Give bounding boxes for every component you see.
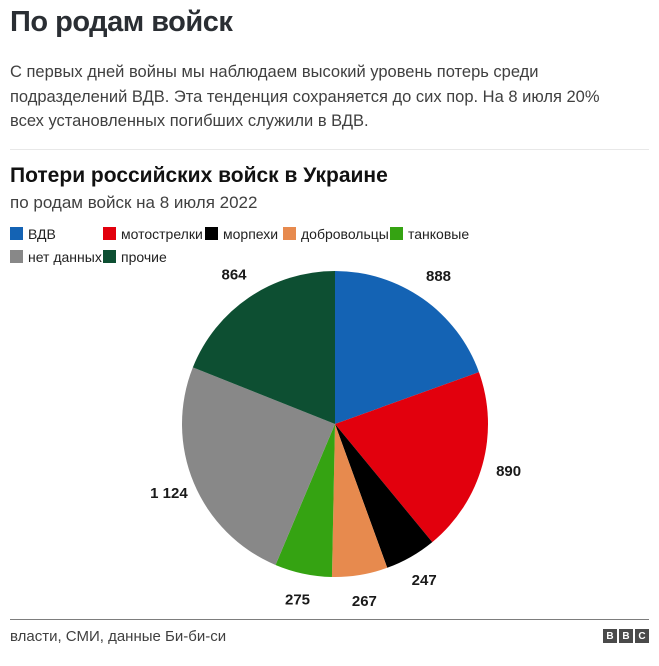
legend-item: морпехи — [205, 226, 283, 242]
legend-swatch-icon — [103, 227, 116, 240]
bbc-logo-letter: B — [619, 629, 633, 643]
pie-chart: 888 890 247 267 275 1 124 864 — [150, 266, 521, 610]
legend-label: мотострелки — [121, 225, 203, 242]
slice-value-label: 890 — [496, 463, 521, 480]
source-text: власти, СМИ, данные Би-би-си — [10, 627, 227, 645]
legend-label: прочие — [121, 248, 167, 265]
legend-swatch-icon — [10, 250, 23, 263]
slice-value-label: 275 — [285, 591, 310, 608]
legend-label: ВДВ — [28, 225, 56, 242]
pie-slice — [275, 423, 335, 577]
legend-swatch-icon — [103, 250, 116, 263]
legend-swatch-icon — [10, 227, 23, 240]
chart-subtitle: по родам войск на 8 июля 2022 — [10, 192, 258, 212]
legend-item: мотострелки — [103, 226, 205, 242]
chart-title: Потери российских войск в Украине — [10, 163, 388, 187]
source-divider — [10, 618, 649, 620]
pie-slice — [335, 371, 489, 542]
pie-slice — [192, 270, 335, 424]
legend-item: добровольцы — [283, 226, 390, 242]
intro-paragraph: С первых дней войны мы наблюдаем высокий… — [10, 63, 600, 130]
slice-value-label: 1 124 — [150, 485, 188, 502]
legend-label: морпехи — [223, 225, 279, 242]
legend-swatch-icon — [283, 227, 296, 240]
pie-wrap: 888 890 247 267 275 1 124 864 — [10, 266, 649, 611]
pie-slice — [331, 423, 388, 577]
bbc-logo-letter: C — [635, 629, 649, 643]
legend-item: ВДВ — [10, 226, 103, 242]
legend: ВДВ мотострелки морпехи добровольцы танковые… — [10, 226, 649, 265]
legend-label: танковые — [408, 225, 470, 242]
legend-item: нет данных — [10, 249, 103, 265]
slice-value-label: 247 — [412, 571, 437, 588]
slice-value-label: 267 — [352, 593, 377, 610]
page-title: По родам войск — [10, 6, 233, 38]
slice-value-label: 888 — [426, 268, 451, 285]
pie-slice — [182, 366, 335, 565]
pie-slice — [335, 423, 433, 568]
legend-label: нет данных — [28, 248, 102, 265]
bbc-logo-letter: B — [603, 629, 617, 643]
legend-item: прочие — [103, 249, 205, 265]
pie-slice — [335, 270, 479, 424]
legend-swatch-icon — [390, 227, 403, 240]
chart-card: Потери российских войск в Украине по род… — [10, 148, 649, 645]
slice-value-label: 864 — [221, 266, 247, 283]
legend-item: танковые — [390, 226, 649, 242]
legend-swatch-icon — [205, 227, 218, 240]
legend-label: добровольцы — [301, 225, 389, 242]
